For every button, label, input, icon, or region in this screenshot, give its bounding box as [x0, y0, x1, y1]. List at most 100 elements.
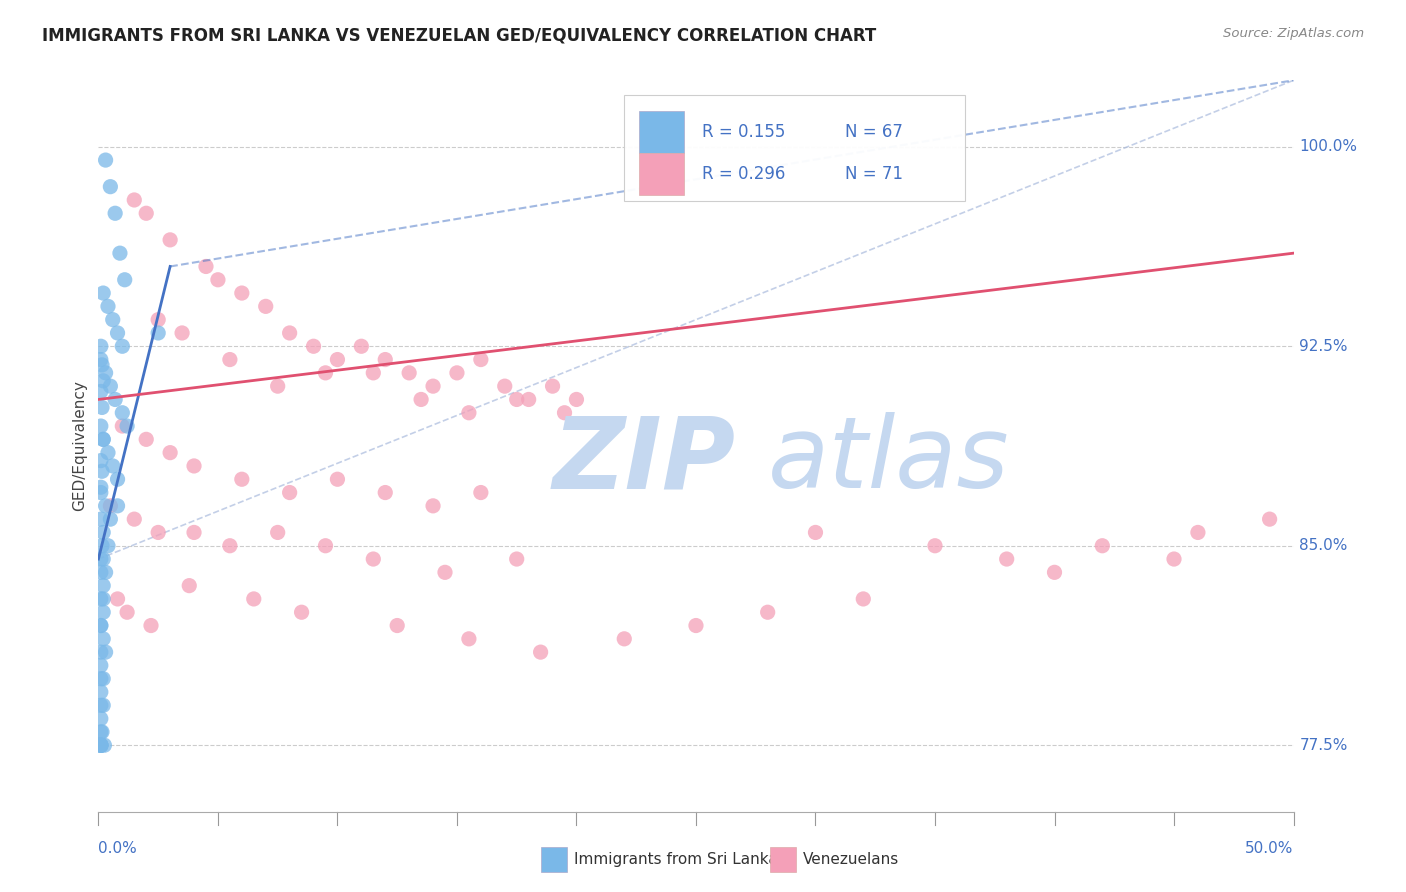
- Point: [422, 379, 444, 393]
- Point: [91, 433, 114, 447]
- Point: [90, 738, 112, 752]
- Point: [385, 618, 409, 632]
- Point: [98, 512, 122, 526]
- Point: [91, 286, 114, 301]
- Point: [995, 552, 1018, 566]
- Point: [104, 206, 127, 220]
- Point: [90, 698, 112, 713]
- Point: [565, 392, 588, 407]
- Point: [90, 738, 112, 752]
- Point: [98, 379, 122, 393]
- Point: [458, 406, 481, 420]
- FancyBboxPatch shape: [638, 111, 685, 153]
- Point: [94, 366, 117, 380]
- Point: [91, 401, 114, 415]
- Point: [139, 618, 162, 632]
- Point: [135, 433, 157, 447]
- Point: [97, 299, 120, 313]
- Point: [183, 458, 205, 473]
- Point: [90, 352, 112, 367]
- FancyBboxPatch shape: [624, 95, 965, 201]
- Point: [91, 725, 114, 739]
- Point: [148, 326, 170, 340]
- Point: [111, 419, 134, 434]
- Point: [302, 339, 325, 353]
- Point: [90, 672, 112, 686]
- Point: [446, 366, 468, 380]
- Point: [90, 339, 112, 353]
- Point: [90, 658, 112, 673]
- Point: [350, 339, 373, 353]
- Point: [363, 552, 385, 566]
- Point: [613, 632, 636, 646]
- Point: [91, 632, 114, 646]
- Point: [398, 366, 420, 380]
- Point: [91, 579, 114, 593]
- Point: [326, 352, 349, 367]
- Point: [172, 326, 194, 340]
- Text: 85.0%: 85.0%: [1299, 538, 1348, 553]
- Point: [124, 512, 146, 526]
- Y-axis label: GED/Equivalency: GED/Equivalency: [72, 381, 87, 511]
- Point: [924, 539, 946, 553]
- Point: [179, 579, 201, 593]
- Point: [530, 645, 553, 659]
- Point: [506, 392, 529, 407]
- Text: R = 0.155: R = 0.155: [702, 123, 786, 141]
- Point: [114, 273, 136, 287]
- Text: Immigrants from Sri Lanka: Immigrants from Sri Lanka: [574, 853, 778, 867]
- Point: [91, 358, 114, 372]
- Point: [91, 672, 114, 686]
- Point: [326, 472, 349, 486]
- Point: [207, 273, 229, 287]
- Point: [90, 485, 112, 500]
- Point: [159, 233, 181, 247]
- Point: [90, 618, 112, 632]
- Point: [1091, 539, 1114, 553]
- Point: [94, 499, 117, 513]
- Point: [135, 206, 157, 220]
- Point: [98, 179, 122, 194]
- Point: [517, 392, 540, 407]
- Point: [804, 525, 827, 540]
- Point: [219, 539, 242, 553]
- Text: 0.0%: 0.0%: [98, 841, 138, 856]
- Point: [97, 445, 120, 459]
- Point: [90, 591, 112, 606]
- Point: [374, 485, 396, 500]
- Text: IMMIGRANTS FROM SRI LANKA VS VENEZUELAN GED/EQUIVALENCY CORRELATION CHART: IMMIGRANTS FROM SRI LANKA VS VENEZUELAN …: [42, 27, 876, 45]
- Point: [756, 605, 779, 619]
- Point: [90, 645, 112, 659]
- Text: Venezuelans: Venezuelans: [803, 853, 898, 867]
- Point: [101, 312, 124, 326]
- Text: 92.5%: 92.5%: [1299, 339, 1348, 354]
- Point: [470, 352, 492, 367]
- Point: [107, 326, 129, 340]
- Point: [219, 352, 242, 367]
- Point: [159, 445, 181, 459]
- Point: [91, 539, 114, 553]
- Point: [98, 499, 122, 513]
- Point: [1187, 525, 1209, 540]
- Point: [107, 472, 129, 486]
- Point: [195, 260, 218, 274]
- Point: [90, 712, 112, 726]
- Point: [90, 685, 112, 699]
- Point: [111, 406, 134, 420]
- Point: [231, 286, 253, 301]
- Point: [541, 379, 564, 393]
- Text: atlas: atlas: [768, 412, 1010, 509]
- Point: [115, 419, 138, 434]
- Point: [554, 406, 576, 420]
- Point: [91, 552, 114, 566]
- Point: [254, 299, 277, 313]
- Point: [267, 379, 290, 393]
- FancyBboxPatch shape: [638, 153, 685, 195]
- Point: [148, 525, 170, 540]
- Point: [94, 645, 117, 659]
- Point: [90, 738, 112, 752]
- Point: [685, 618, 707, 632]
- Point: [107, 591, 129, 606]
- Text: 50.0%: 50.0%: [1246, 841, 1294, 856]
- Point: [90, 618, 112, 632]
